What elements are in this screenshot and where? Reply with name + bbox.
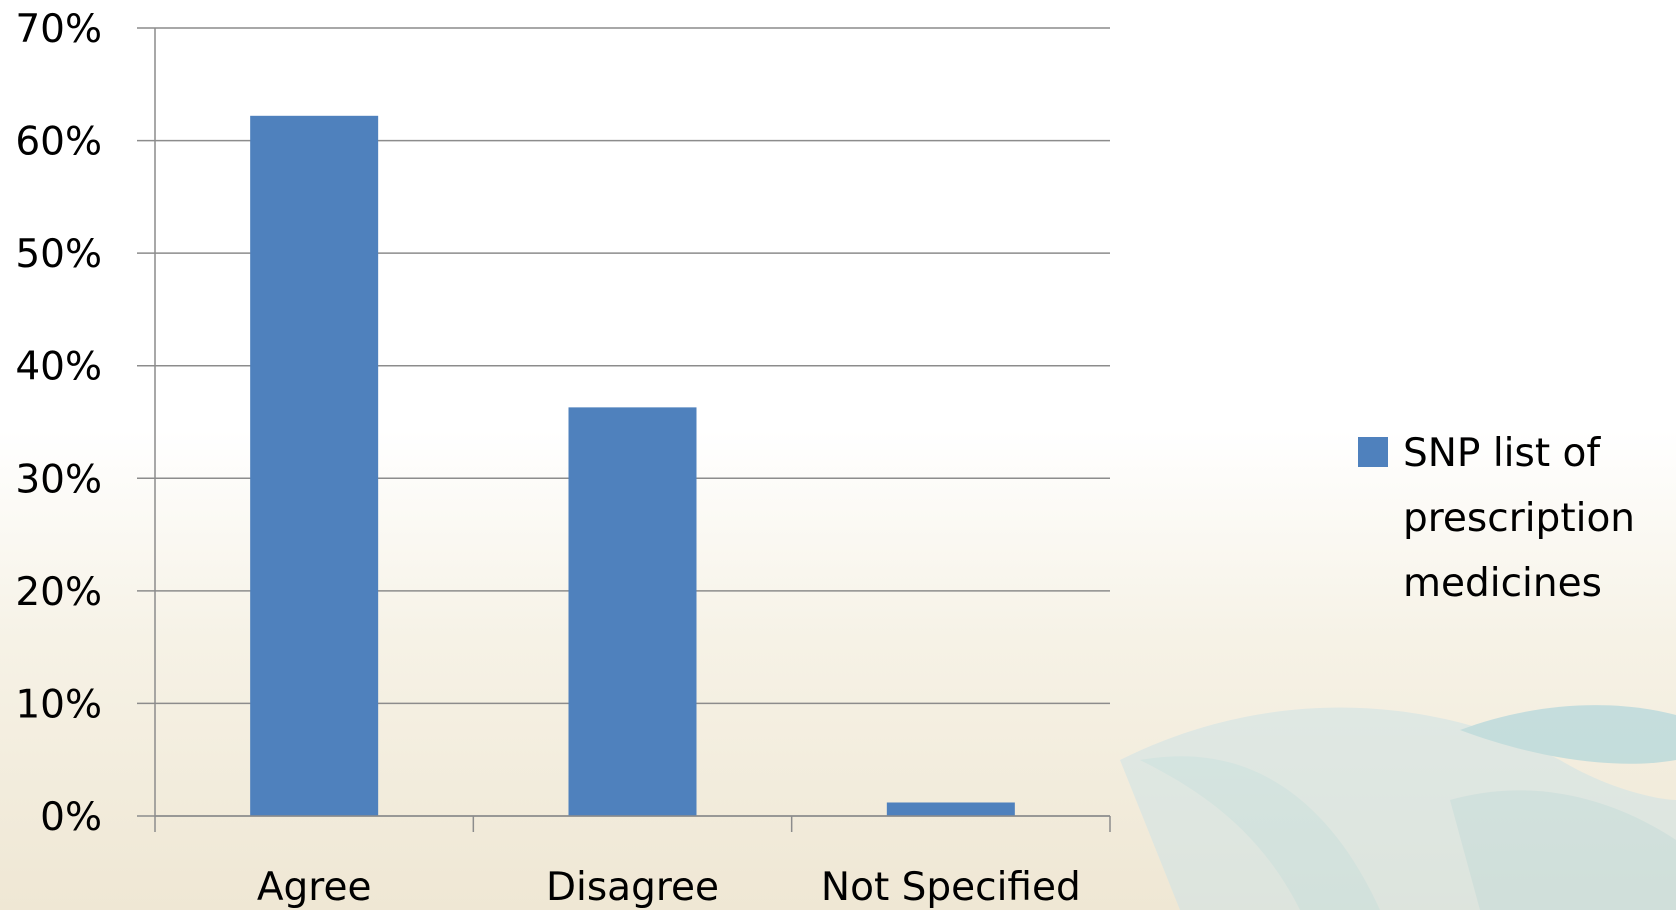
x-tick-label: Disagree: [546, 865, 719, 910]
decorative-wave-graphic: [1120, 705, 1676, 910]
legend-label: prescription: [1403, 496, 1635, 541]
legend-label: medicines: [1403, 561, 1602, 606]
bar-series: [250, 115, 1015, 816]
legend-swatch: [1358, 437, 1388, 467]
x-axis: Agree Disagree Not Specified: [154, 815, 1111, 910]
y-tick-label: 20%: [15, 570, 102, 615]
x-tick-label: Not Specified: [821, 865, 1081, 910]
bar-not-specified: [886, 802, 1015, 816]
y-tick-label: 70%: [15, 7, 102, 52]
y-tick-label: 10%: [15, 682, 102, 727]
y-tick-label: 0%: [40, 795, 102, 840]
y-tick-label: 40%: [15, 345, 102, 390]
legend-label: SNP list of: [1403, 431, 1601, 476]
y-tick-label: 50%: [15, 232, 102, 277]
bar-disagree: [568, 407, 697, 816]
x-tick-label: Agree: [257, 865, 372, 910]
legend: SNP list of prescription medicines: [1358, 431, 1635, 606]
y-tick-label: 60%: [15, 120, 102, 165]
bar-agree: [250, 115, 379, 816]
y-tick-label: 30%: [15, 457, 102, 502]
y-axis: 0% 10% 20% 30% 40% 50% 60% 70%: [15, 7, 156, 840]
